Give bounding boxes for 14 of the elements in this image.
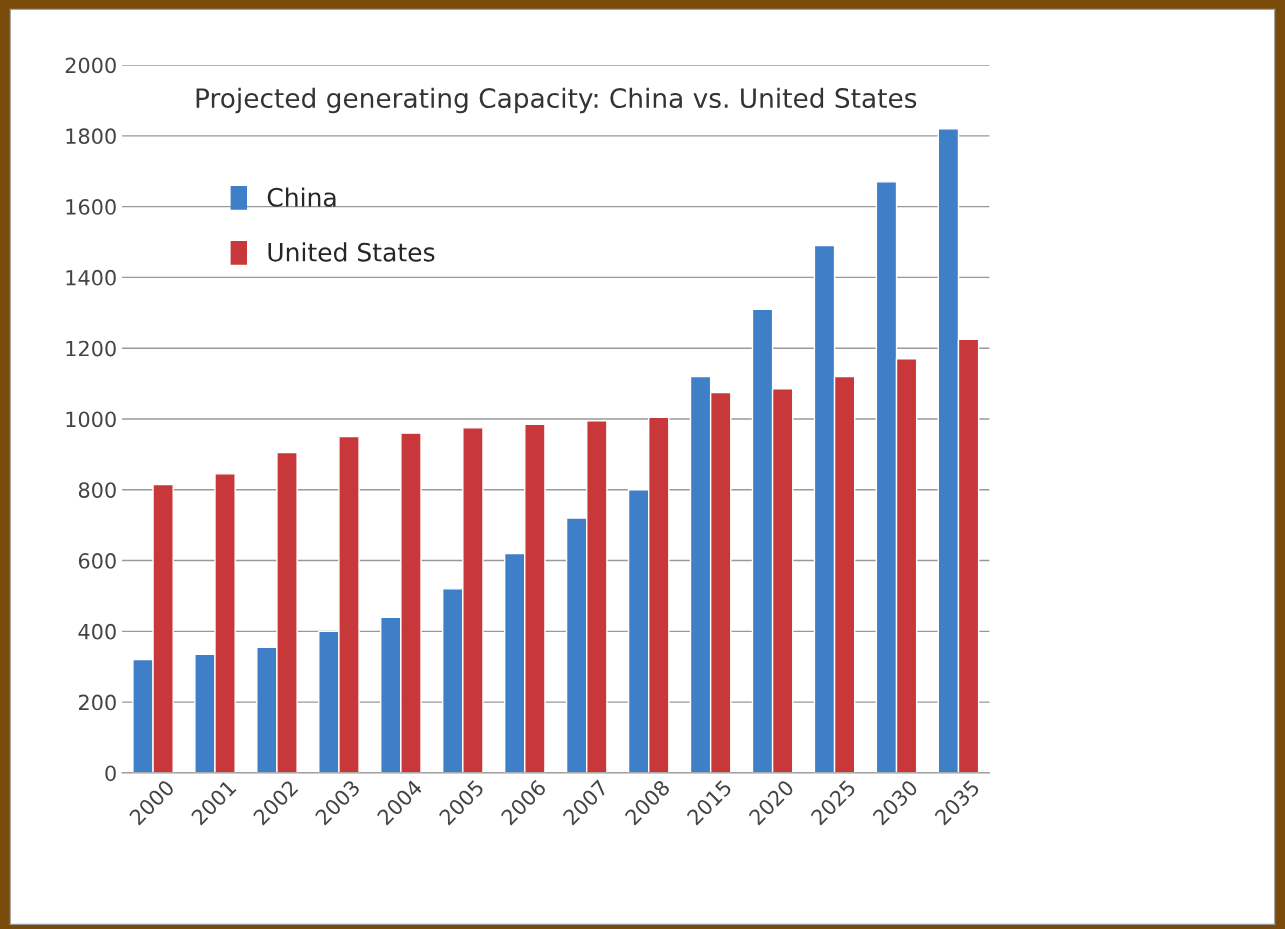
y-tick-label: 1800 <box>66 128 116 145</box>
y-tick-label: 1200 <box>66 340 116 357</box>
y-tick-label: 0 <box>105 765 116 782</box>
y-tick-label: 200 <box>78 694 116 711</box>
legend-label: United States <box>268 242 435 262</box>
legend-label: China <box>267 187 336 207</box>
y-tick-label: 1400 <box>66 269 116 286</box>
y-tick-label: 400 <box>78 623 116 640</box>
y-tick-label: 1600 <box>66 199 116 215</box>
y-tick-label: 2000 <box>65 57 116 74</box>
y-tick-label: 800 <box>78 482 116 498</box>
y-tick-label: 600 <box>78 553 116 569</box>
y-tick-label: 1000 <box>66 411 116 428</box>
text: Projected generating Capacity: China vs. United States <box>196 87 917 114</box>
